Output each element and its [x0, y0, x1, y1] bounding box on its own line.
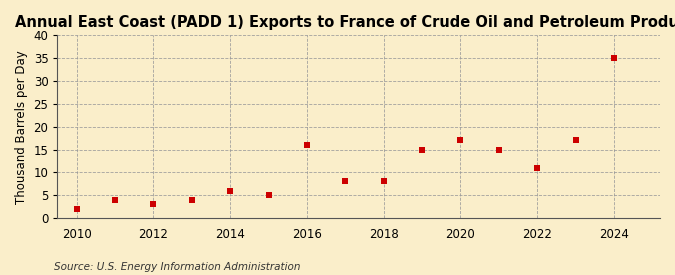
Point	[455, 138, 466, 142]
Point	[302, 143, 313, 147]
Point	[109, 197, 120, 202]
Point	[186, 197, 197, 202]
Y-axis label: Thousand Barrels per Day: Thousand Barrels per Day	[15, 50, 28, 204]
Title: Annual East Coast (PADD 1) Exports to France of Crude Oil and Petroleum Products: Annual East Coast (PADD 1) Exports to Fr…	[15, 15, 675, 30]
Point	[609, 56, 620, 60]
Point	[225, 188, 236, 193]
Point	[340, 179, 351, 184]
Point	[148, 202, 159, 207]
Point	[378, 179, 389, 184]
Point	[263, 193, 274, 197]
Point	[532, 166, 543, 170]
Text: Source: U.S. Energy Information Administration: Source: U.S. Energy Information Administ…	[54, 262, 300, 272]
Point	[493, 147, 504, 152]
Point	[72, 207, 82, 211]
Point	[570, 138, 581, 142]
Point	[416, 147, 427, 152]
